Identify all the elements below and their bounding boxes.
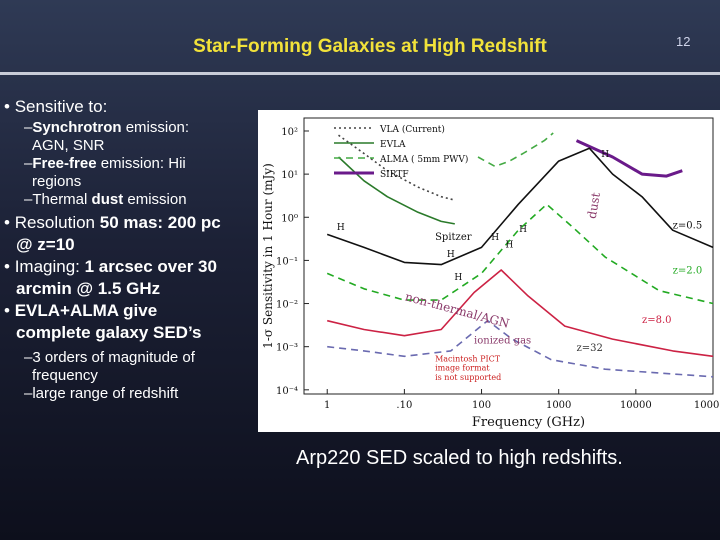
y-tick-label: 10¹ [281, 170, 298, 181]
sed-chart-svg: 1.1010010001000010000010²10¹10⁰10⁻¹10⁻²1… [261, 117, 720, 430]
sub-bullet-freefree: –Free-free emission: Hii [24, 155, 186, 172]
sensitivity-marker: H [506, 240, 514, 250]
x-tick-label: 100000 [694, 400, 720, 411]
sensitivity-marker: H [491, 233, 499, 243]
sub-bullet-synchrotron-cont: AGN, SNR [32, 137, 105, 154]
redshift-label: z=2.0 [673, 265, 703, 276]
series-line-z-2-0 [326, 203, 714, 305]
redshift-label: z=8.0 [642, 315, 672, 326]
slide-title: Star-Forming Galaxies at High Redshift [193, 36, 547, 57]
watermark-line2: image format [435, 364, 490, 373]
series-line-vla-current [338, 134, 455, 201]
annotation-spitzer: Spitzer [435, 232, 472, 243]
bullet-list: • Sensitive to: –Synchrotron emission: A… [4, 97, 266, 403]
legend-label: EVLA [380, 140, 406, 150]
bullet-resolution-cont: @ z=10 [16, 235, 75, 254]
watermark-line1: Macintosh PICT [435, 355, 501, 364]
bullet-imaging-cont: arcmin @ 1.5 GHz [16, 279, 161, 298]
y-axis-label: 1-σ Sensitivity in 1 Hour (mJy) [261, 163, 275, 349]
y-tick-label: 10⁻² [276, 300, 298, 311]
x-tick-label: .10 [396, 400, 412, 411]
sensitivity-marker: H [519, 225, 527, 235]
annotation-ionized-gas: ionized gas [474, 335, 531, 346]
sensitivity-marker: H [447, 250, 455, 260]
slide-number: 12 [676, 34, 691, 49]
y-tick-label: 10² [281, 127, 298, 138]
series-line-z-32 [327, 319, 714, 378]
series-line-sirtf [575, 139, 683, 178]
y-tick-label: 10⁻³ [276, 343, 298, 354]
sub-bullet-redshift: –large range of redshift [24, 385, 179, 402]
x-tick-label: 10000 [620, 400, 652, 411]
redshift-label: z=32 [576, 343, 602, 354]
legend-label: VLA (Current) [379, 124, 445, 135]
sed-chart: 1.1010010001000010000010²10¹10⁰10⁻¹10⁻²1… [258, 110, 720, 432]
sub-bullet-orders-cont: frequency [32, 367, 98, 384]
sensitivity-marker: H [601, 150, 609, 160]
sensitivity-marker: H [337, 223, 345, 233]
bullet-evla-alma: • EVLA+ALMA give [4, 301, 158, 320]
series-line-evla [337, 156, 455, 225]
redshift-label: z=0.5 [673, 220, 703, 231]
series-line-z-0-5 [326, 147, 714, 266]
sensitivity-marker: H [454, 273, 462, 283]
x-tick-label: 1000 [546, 400, 571, 411]
annotation-nonthermal: non-thermal/AGN [404, 290, 511, 331]
series-line-alma-5mm-pwv [477, 132, 554, 168]
bullet-resolution: • Resolution 50 mas: 200 pc [4, 213, 221, 232]
bullet-evla-alma-cont: complete galaxy SED’s [16, 323, 202, 342]
sub-bullet-synchrotron: –Synchrotron emission: [24, 119, 190, 136]
sub-bullet-orders: –3 orders of magnitude of [24, 349, 195, 366]
y-tick-label: 10⁻⁴ [276, 386, 298, 397]
sub-bullet-freefree-cont: regions [32, 173, 82, 190]
legend-label: SIRTF [380, 170, 409, 180]
plot-frame [303, 117, 714, 395]
series-line-z-8-0 [327, 269, 714, 358]
x-tick-label: 100 [472, 400, 491, 411]
bullet-imaging: • Imaging: 1 arcsec over 30 [4, 257, 217, 276]
y-tick-label: 10⁻¹ [276, 256, 298, 267]
bullet-sensitive: • Sensitive to: [4, 97, 108, 116]
sub-bullet-thermal: –Thermal dust emission [24, 191, 187, 208]
x-tick-label: 1 [324, 400, 330, 411]
title-divider [0, 72, 720, 75]
x-axis-label: Frequency (GHz) [472, 415, 585, 430]
annotation-dust: dust [585, 191, 603, 220]
watermark-line3: is not supported [435, 373, 501, 382]
legend-label: ALMA ( 5mm PWV) [379, 154, 468, 165]
chart-caption: Arp220 SED scaled to high redshifts. [296, 447, 623, 469]
y-tick-label: 10⁰ [281, 213, 298, 224]
